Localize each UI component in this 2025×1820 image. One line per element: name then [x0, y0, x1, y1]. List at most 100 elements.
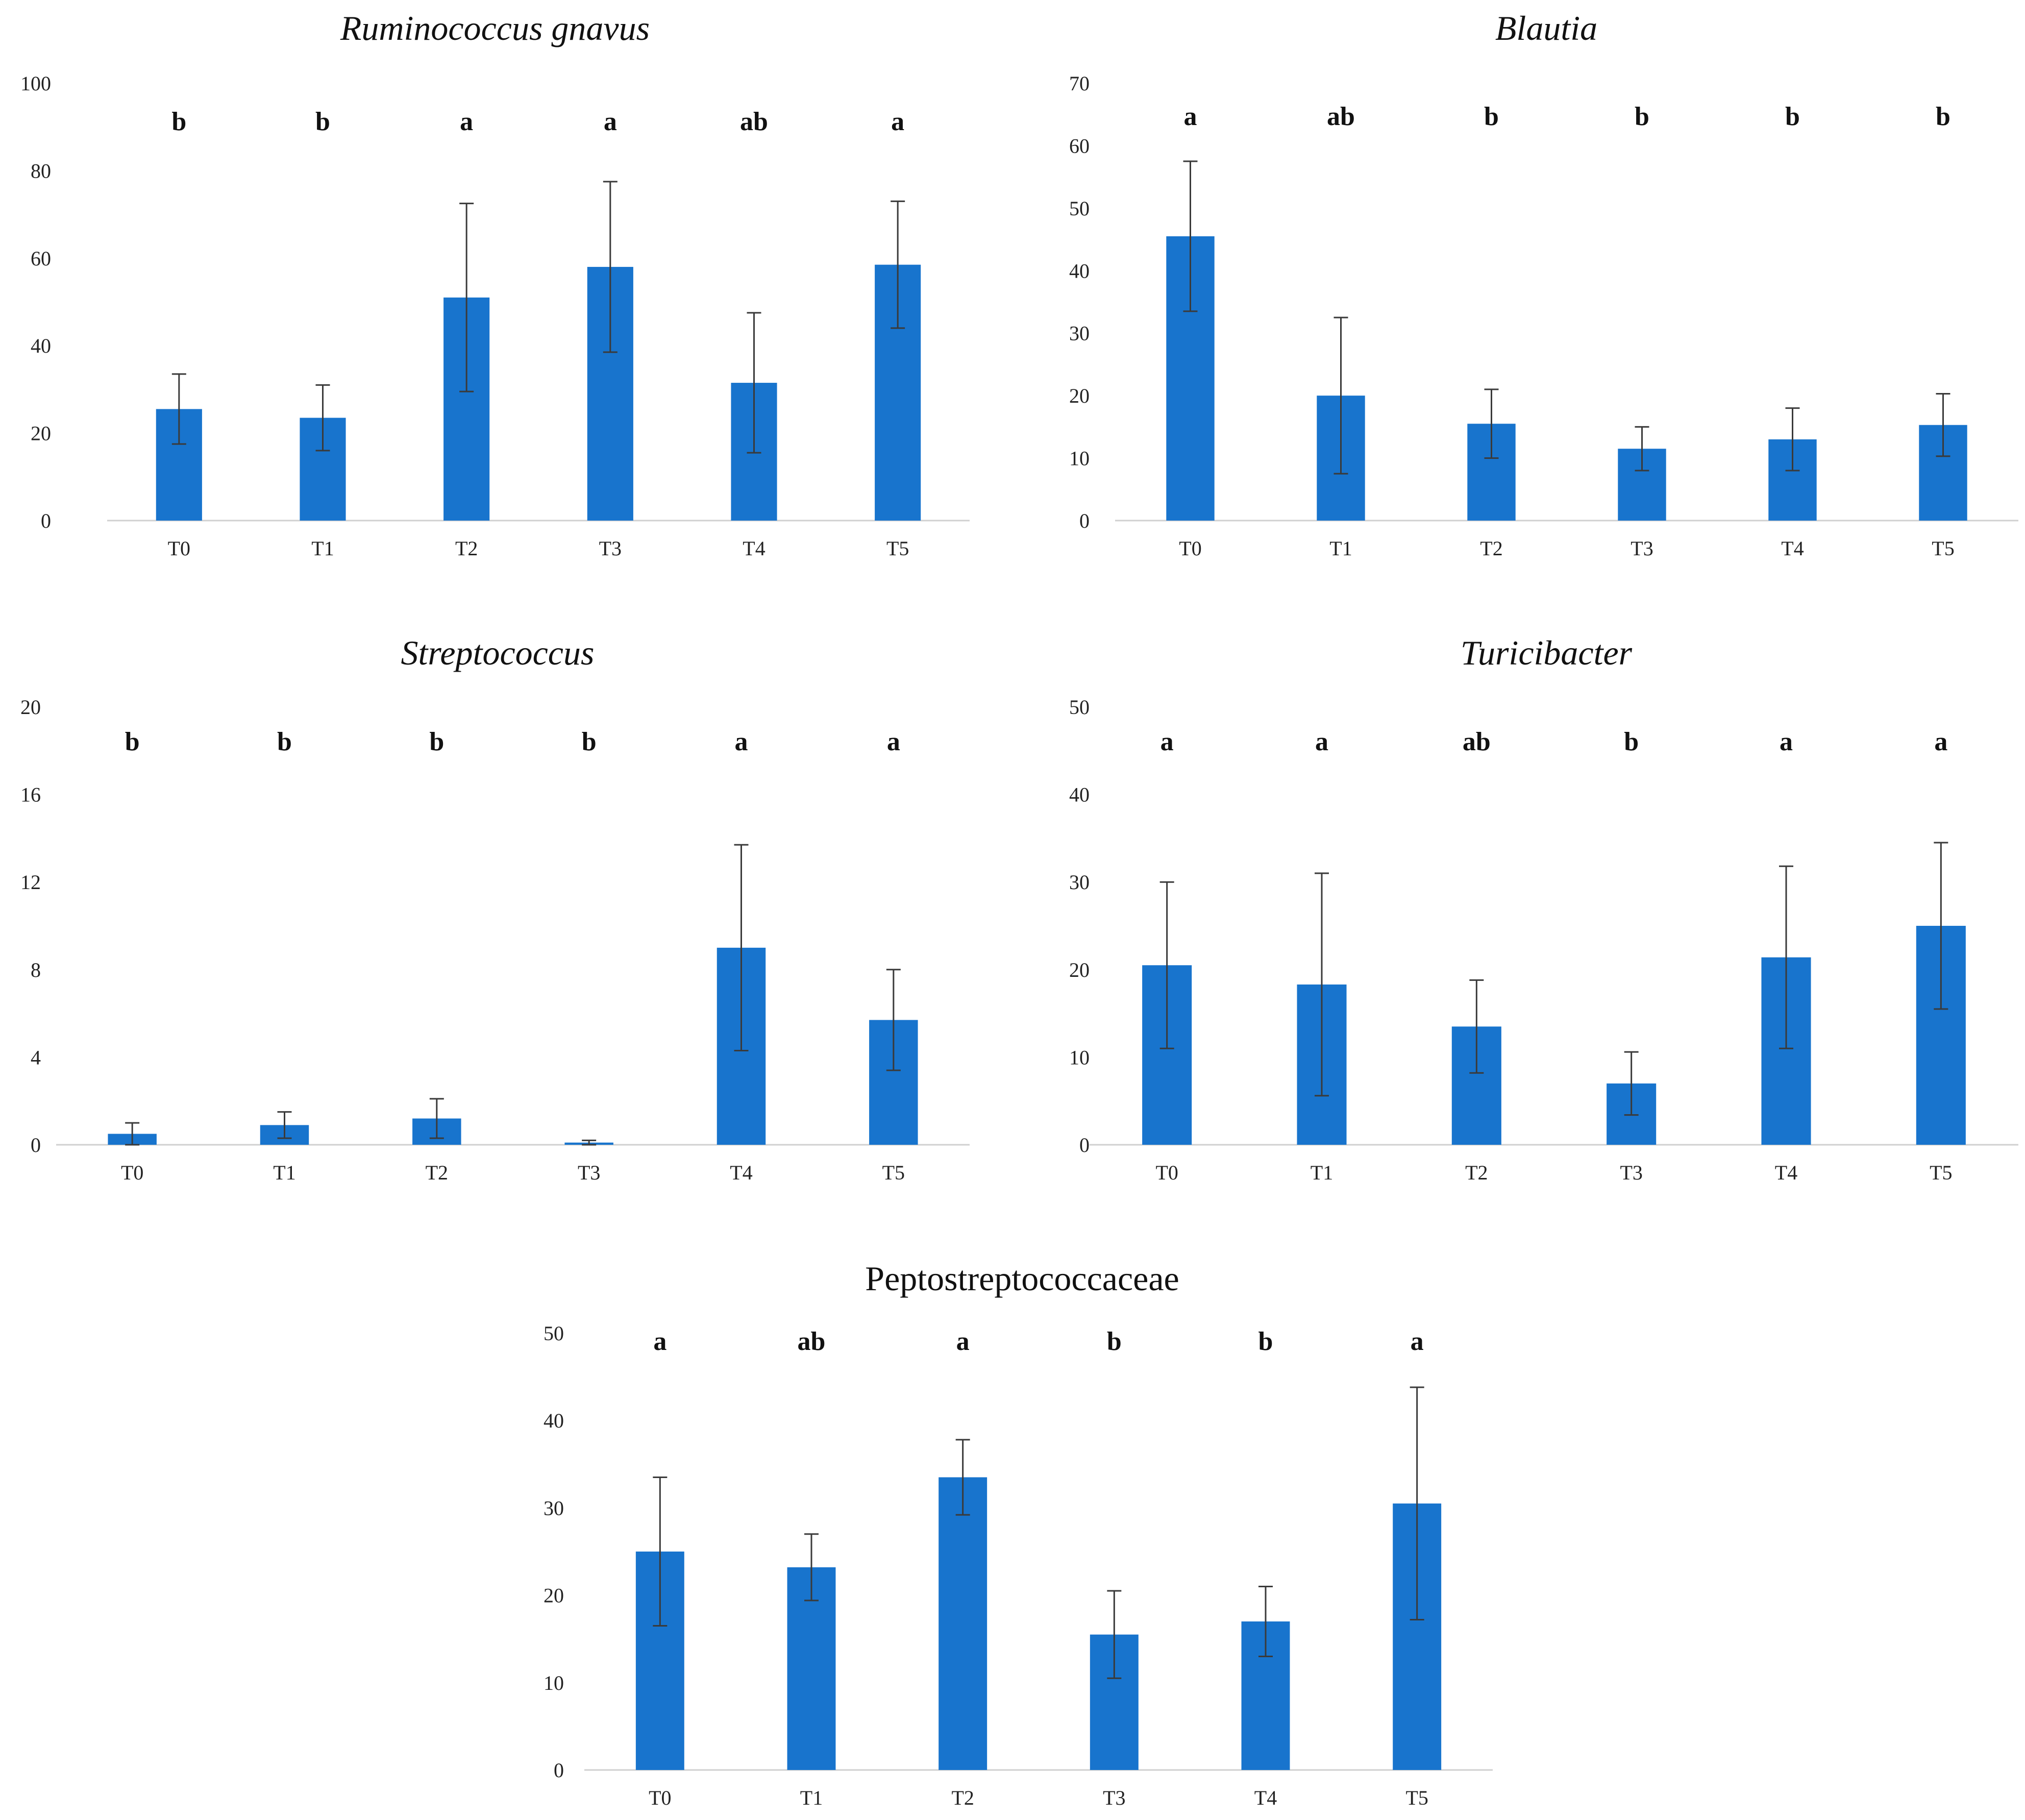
- significance-letter: a: [460, 107, 473, 136]
- y-tick-label: 40: [544, 1409, 564, 1432]
- significance-letter: b: [1258, 1327, 1273, 1356]
- significance-letter: a: [891, 107, 904, 136]
- x-tick-label: T0: [1179, 537, 1201, 560]
- y-tick-label: 20: [20, 696, 41, 719]
- y-tick-label: 30: [1069, 871, 1090, 894]
- y-tick-label: 60: [31, 247, 51, 270]
- x-tick-label: T2: [1480, 537, 1502, 560]
- y-tick-label: 50: [1069, 197, 1090, 220]
- x-tick-label: T5: [886, 537, 909, 560]
- y-tick-label: 16: [20, 783, 41, 806]
- y-tick-label: 10: [1069, 447, 1090, 470]
- significance-letter: b: [582, 727, 597, 756]
- x-tick-label: T5: [1932, 537, 1954, 560]
- chart-panel-2: Streptococcus 0 4 8 12 16 20 T0 b T1 b T2 b T3 b T4 a T5 a: [20, 633, 970, 1184]
- x-tick-label: T0: [649, 1786, 671, 1809]
- x-tick-label: T0: [121, 1161, 143, 1184]
- significance-letter: b: [277, 727, 292, 756]
- significance-letter: a: [1184, 102, 1197, 131]
- x-tick-label: T4: [743, 537, 765, 560]
- x-tick-label: T4: [730, 1161, 752, 1184]
- x-tick-label: T0: [168, 537, 190, 560]
- y-tick-label: 30: [1069, 322, 1090, 345]
- chart-title: Ruminococcus gnavus: [340, 9, 650, 47]
- x-tick-label: T4: [1775, 1161, 1797, 1184]
- y-tick-label: 20: [1069, 384, 1090, 407]
- x-tick-label: T2: [455, 537, 478, 560]
- y-tick-label: 40: [1069, 259, 1090, 282]
- significance-letter: a: [653, 1327, 666, 1356]
- chart-title: Turicibacter: [1461, 633, 1633, 672]
- y-tick-label: 10: [1069, 1046, 1090, 1069]
- chart-panel-4: Peptostreptococcaceae01020304050T0aT1abT…: [544, 1259, 1493, 1809]
- y-tick-label: 40: [31, 334, 51, 357]
- x-tick-label: T3: [1620, 1161, 1642, 1184]
- y-tick-label: 60: [1069, 134, 1090, 157]
- x-tick-label: T5: [882, 1161, 905, 1184]
- significance-letter: b: [1484, 102, 1499, 131]
- significance-letter: b: [1635, 102, 1649, 131]
- significance-letter: b: [1936, 102, 1950, 131]
- significance-letter: a: [1160, 727, 1174, 756]
- y-tick-label: 4: [31, 1046, 41, 1069]
- y-tick-label: 100: [20, 72, 51, 95]
- chart-title: Blautia: [1495, 9, 1597, 47]
- y-tick-label: 0: [41, 509, 51, 532]
- significance-letter: ab: [1327, 102, 1355, 131]
- x-tick-label: T1: [1329, 537, 1352, 560]
- y-tick-label: 80: [31, 159, 51, 182]
- bar: [939, 1477, 987, 1770]
- significance-letter: a: [956, 1327, 970, 1356]
- x-tick-label: T1: [1311, 1161, 1333, 1184]
- chart-panel-1: Blautia 0 10 20 30 40 50 60 70 T0 a T1 ab T2 b T3 b T4 b T5…: [1069, 9, 2018, 560]
- significance-letter: a: [887, 727, 900, 756]
- y-tick-label: 0: [1079, 509, 1090, 532]
- significance-letter: b: [125, 727, 140, 756]
- x-tick-label: T0: [1155, 1161, 1178, 1184]
- chart-title: Peptostreptococcaceae: [865, 1259, 1179, 1298]
- x-tick-label: T3: [1103, 1786, 1125, 1809]
- significance-letter: b: [1624, 727, 1639, 756]
- x-tick-label: T4: [1254, 1786, 1277, 1809]
- x-tick-label: T3: [578, 1161, 600, 1184]
- x-tick-label: T1: [800, 1786, 823, 1809]
- significance-letter: a: [735, 727, 748, 756]
- y-tick-label: 0: [554, 1759, 564, 1782]
- y-tick-label: 12: [20, 871, 41, 894]
- x-tick-label: T1: [311, 537, 334, 560]
- significance-letter: b: [429, 727, 444, 756]
- y-tick-label: 50: [544, 1322, 564, 1345]
- x-tick-label: T5: [1405, 1786, 1428, 1809]
- significance-letter: ab: [1463, 727, 1491, 756]
- chart-panel-3: Turicibacter 0 10 20 30 40 50 T0 a T1 a T2 ab T3 b T4 a T…: [1069, 633, 2018, 1184]
- y-tick-label: 50: [1069, 696, 1090, 719]
- y-tick-label: 30: [544, 1496, 564, 1519]
- significance-letter: b: [1785, 102, 1800, 131]
- significance-letter: b: [315, 107, 330, 136]
- chart-panel-0: Ruminococcus gnavus 0 20 40 60 80 100 T0 b T1 b T2 a…: [20, 9, 970, 560]
- x-tick-label: T5: [1930, 1161, 1952, 1184]
- y-tick-label: 20: [31, 422, 51, 445]
- significance-letter: a: [1780, 727, 1793, 756]
- y-tick-label: 40: [1069, 783, 1090, 806]
- y-tick-label: 8: [31, 958, 41, 981]
- significance-letter: ab: [798, 1327, 826, 1356]
- x-tick-label: T2: [951, 1786, 974, 1809]
- y-tick-label: 0: [1079, 1134, 1090, 1157]
- y-tick-label: 20: [1069, 958, 1090, 981]
- x-tick-label: T4: [1781, 537, 1804, 560]
- y-tick-label: 20: [544, 1584, 564, 1607]
- significance-letter: a: [1934, 727, 1947, 756]
- x-tick-label: T2: [1465, 1161, 1488, 1184]
- y-tick-label: 70: [1069, 72, 1090, 95]
- significance-letter: a: [1315, 727, 1328, 756]
- significance-letter: ab: [740, 107, 768, 136]
- significance-letter: a: [1411, 1327, 1424, 1356]
- x-tick-label: T3: [599, 537, 622, 560]
- significance-letter: a: [604, 107, 617, 136]
- y-tick-label: 10: [544, 1671, 564, 1694]
- y-tick-label: 0: [31, 1134, 41, 1157]
- significance-letter: b: [1107, 1327, 1122, 1356]
- x-tick-label: T2: [426, 1161, 448, 1184]
